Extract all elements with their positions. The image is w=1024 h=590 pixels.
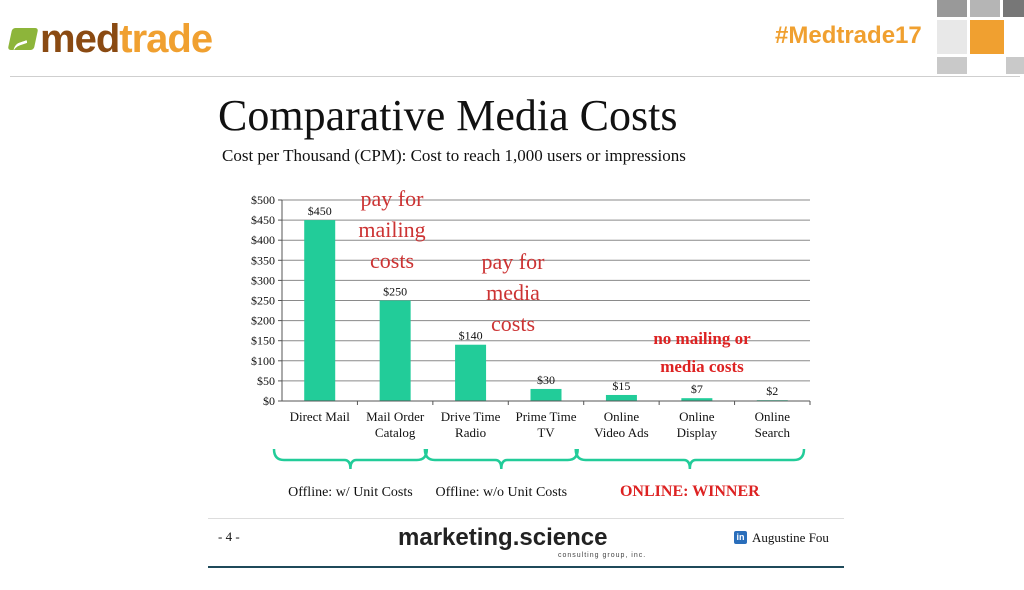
linkedin-icon: in <box>734 531 747 544</box>
group-label: Offline: w/ Unit Costs <box>288 485 413 500</box>
annotation-text: pay for <box>482 249 546 274</box>
category-label: Online <box>604 409 640 424</box>
y-tick-label: $200 <box>251 314 275 328</box>
deco-square <box>937 57 967 74</box>
data-label: $140 <box>459 329 483 343</box>
category-label: Online <box>679 409 715 424</box>
group-label: ONLINE: WINNER <box>620 483 760 500</box>
brand-logo: marketing.science <box>398 524 608 551</box>
deco-square <box>970 20 1004 54</box>
group-bracket <box>272 448 429 470</box>
author-name: Augustine Fou <box>752 530 829 545</box>
y-tick-label: $150 <box>251 334 275 348</box>
data-label: $15 <box>612 379 630 393</box>
data-label: $7 <box>691 382 703 396</box>
group-label: Offline: w/o Unit Costs <box>435 485 567 500</box>
category-label: TV <box>537 425 555 440</box>
annotation-text: mailing <box>358 217 425 242</box>
bar <box>605 394 637 401</box>
annotation-text: costs <box>370 248 414 273</box>
y-tick-label: $450 <box>251 213 275 227</box>
category-label: Video Ads <box>594 425 648 440</box>
annotation-text: no mailing or <box>653 329 751 348</box>
deco-square <box>1006 57 1024 74</box>
cpm-bar-chart: $0 $50 $100 $150 $200 $250 $300 $350 $400 $450 $50… <box>251 186 811 500</box>
bar <box>681 398 713 401</box>
category-label: Direct Mail <box>290 409 351 424</box>
data-label: $250 <box>383 285 407 299</box>
header-divider <box>10 76 1020 77</box>
y-tick-label: $500 <box>251 193 275 207</box>
y-tick-label: $250 <box>251 294 275 308</box>
annotation-text: costs <box>491 311 535 336</box>
annotation-text: pay for <box>361 186 425 211</box>
slide-title: Comparative Media Costs <box>218 91 678 140</box>
category-label: Prime Time <box>515 409 576 424</box>
deco-square <box>937 20 967 54</box>
annotation-text: media costs <box>660 357 744 376</box>
group-bracket <box>423 448 579 470</box>
y-tick-label: $400 <box>251 233 275 247</box>
footer-divider <box>208 518 844 519</box>
bar <box>455 344 487 401</box>
footer-rule <box>208 566 844 568</box>
slide-subtitle: Cost per Thousand (CPM): Cost to reach 1… <box>222 146 686 165</box>
leaf-icon <box>7 28 39 59</box>
y-tick-label: $50 <box>257 374 275 388</box>
bar <box>379 300 411 401</box>
category-label: Display <box>677 425 718 440</box>
data-label: $30 <box>537 373 555 387</box>
y-tick-label: $300 <box>251 273 275 287</box>
y-tick-label: $0 <box>263 394 275 408</box>
bar <box>530 388 562 401</box>
brand-tagline: consulting group, inc. <box>558 552 647 559</box>
slide: Comparative Media Costs Cost per Thousan… <box>208 88 844 568</box>
group-bracket <box>574 448 806 470</box>
category-label: Catalog <box>375 425 416 440</box>
category-label: Online <box>755 409 791 424</box>
category-label: Search <box>755 425 791 440</box>
deco-square <box>1003 0 1024 17</box>
logo-text: medtrade <box>40 17 213 61</box>
category-label: Drive Time <box>441 409 501 424</box>
hashtag: #Medtrade17 <box>775 22 922 49</box>
data-label: $2 <box>766 384 778 398</box>
category-label: Mail Order <box>366 409 425 424</box>
category-label: Radio <box>455 425 486 440</box>
annotation-text: media <box>486 280 540 305</box>
deco-square <box>937 0 967 17</box>
page-number: - 4 - <box>218 529 240 544</box>
y-tick-label: $350 <box>251 253 275 267</box>
deco-square <box>970 0 1000 17</box>
data-label: $450 <box>308 204 332 218</box>
header: medtrade #Medtrade17 <box>0 0 1024 78</box>
y-tick-label: $100 <box>251 354 275 368</box>
bar <box>304 220 336 401</box>
